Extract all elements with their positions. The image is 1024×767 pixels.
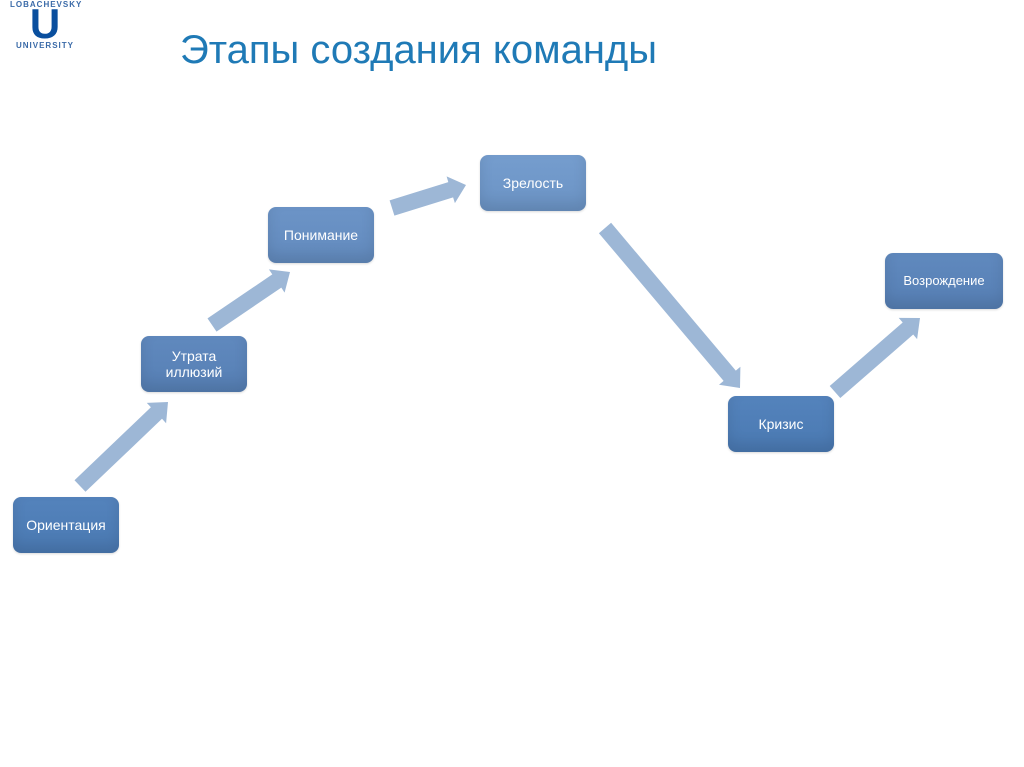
flow-arrow-n3-n4 [390,176,466,215]
flow-node-n6: Возрождение [885,253,1003,309]
flow-node-n5: Кризис [728,396,834,452]
flow-arrow-n2-n3 [208,269,291,331]
flow-arrow-n4-n5 [599,223,741,388]
flow-arrow-n1-n2 [75,402,169,492]
university-logo: LOBACHEVSKY U UNIVERSITY [10,0,80,70]
page-title: Этапы создания команды [180,28,657,73]
flow-node-n2: Утрата иллюзий [141,336,247,392]
flow-node-n1: Ориентация [13,497,119,553]
flow-node-n4: Зрелость [480,155,586,211]
logo-mark: U [10,7,80,41]
flow-node-n3: Понимание [268,207,374,263]
flow-arrow-n5-n6 [830,318,920,398]
logo-bottom-text: UNIVERSITY [10,41,80,50]
